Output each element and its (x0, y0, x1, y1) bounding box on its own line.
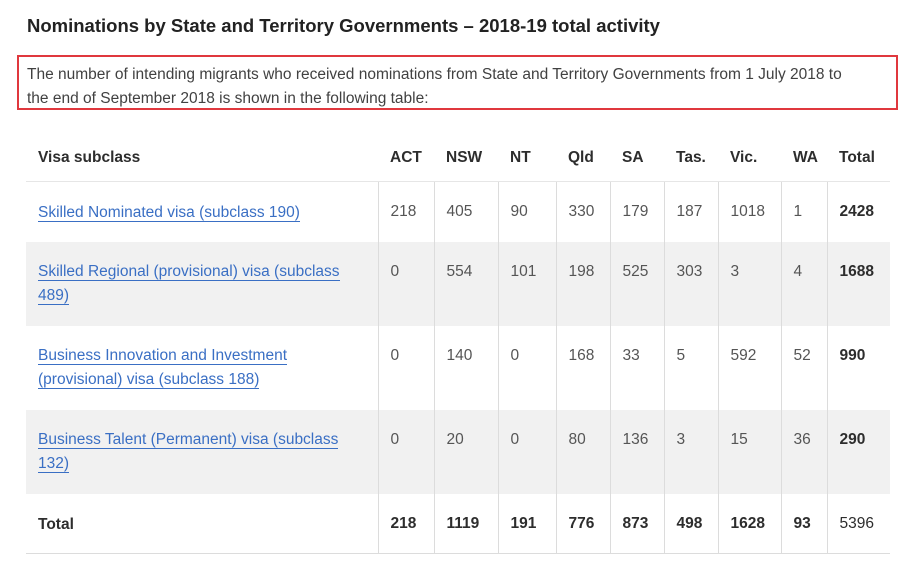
cell-total: 1688 (826, 241, 890, 326)
table-row: Skilled Regional (provisional) visa (sub… (26, 241, 890, 326)
total-wa: 93 (780, 493, 827, 554)
cell-nsw: 140 (433, 325, 498, 410)
cell-sa: 179 (609, 181, 664, 242)
cell-sa: 525 (609, 241, 664, 326)
cell-sa: 136 (609, 409, 664, 494)
cell-nsw: 554 (433, 241, 498, 326)
cell-total: 990 (826, 325, 890, 410)
header-wa: WA (781, 134, 827, 182)
table-header-row: Visa subclass ACT NSW NT Qld SA Tas. Vic… (26, 134, 890, 182)
cell-vic: 1018 (717, 181, 781, 242)
cell-vic: 15 (717, 409, 781, 494)
header-sa: SA (610, 134, 664, 182)
header-visa-subclass: Visa subclass (26, 134, 378, 182)
header-nt: NT (498, 134, 556, 182)
cell-nt: 90 (497, 181, 556, 242)
visa-link-190[interactable]: Skilled Nominated visa (subclass 190) (38, 204, 300, 222)
cell-wa: 4 (780, 241, 827, 326)
cell-wa: 52 (780, 325, 827, 410)
cell-nsw: 20 (433, 409, 498, 494)
total-qld: 776 (555, 493, 610, 554)
page-title: Nominations by State and Territory Gover… (27, 15, 660, 36)
nominations-table: Visa subclass ACT NSW NT Qld SA Tas. Vic… (26, 134, 890, 554)
cell-wa: 36 (780, 409, 827, 494)
cell-nt: 101 (497, 241, 556, 326)
grand-total: 5396 (826, 493, 890, 554)
cell-qld: 330 (555, 181, 610, 242)
total-tas: 498 (663, 493, 718, 554)
cell-qld: 168 (555, 325, 610, 410)
header-nsw: NSW (434, 134, 498, 182)
cell-tas: 3 (663, 409, 718, 494)
visa-link-188[interactable]: Business Innovation and Investment (prov… (38, 346, 288, 389)
cell-tas: 303 (663, 241, 718, 326)
total-vic: 1628 (717, 493, 781, 554)
cell-act: 0 (377, 409, 434, 494)
total-sa: 873 (609, 493, 664, 554)
intro-line-2: the end of September 2018 is shown in th… (27, 90, 429, 107)
total-nt: 191 (497, 493, 556, 554)
cell-vic: 592 (717, 325, 781, 410)
cell-act: 0 (377, 325, 434, 410)
visa-link-489[interactable]: Skilled Regional (provisional) visa (sub… (38, 262, 340, 305)
header-vic: Vic. (718, 134, 781, 182)
total-row: Total 218 1119 191 776 873 498 1628 93 5… (26, 493, 890, 554)
cell-act: 218 (377, 181, 434, 242)
cell-act: 0 (377, 241, 434, 326)
visa-link-132[interactable]: Business Talent (Permanent) visa (subcla… (38, 430, 339, 473)
cell-qld: 80 (555, 409, 610, 494)
table-row: Business Innovation and Investment (prov… (26, 325, 890, 410)
cell-qld: 198 (555, 241, 610, 326)
cell-nsw: 405 (433, 181, 498, 242)
total-act: 218 (377, 493, 434, 554)
total-row-label: Total (26, 493, 378, 554)
header-qld: Qld (556, 134, 610, 182)
table-row: Business Talent (Permanent) visa (subcla… (26, 409, 890, 494)
table-row: Skilled Nominated visa (subclass 190) 21… (26, 181, 890, 242)
intro-paragraph: The number of intending migrants who rec… (17, 55, 898, 110)
cell-nt: 0 (497, 409, 556, 494)
header-total: Total (827, 134, 890, 182)
total-nsw: 1119 (433, 493, 498, 554)
header-act: ACT (378, 134, 434, 182)
cell-tas: 187 (663, 181, 718, 242)
cell-tas: 5 (663, 325, 718, 410)
cell-total: 290 (826, 409, 890, 494)
intro-line-1: The number of intending migrants who rec… (27, 66, 842, 83)
cell-vic: 3 (717, 241, 781, 326)
cell-sa: 33 (609, 325, 664, 410)
cell-wa: 1 (780, 181, 827, 242)
cell-total: 2428 (826, 181, 890, 242)
header-tas: Tas. (664, 134, 718, 182)
cell-nt: 0 (497, 325, 556, 410)
